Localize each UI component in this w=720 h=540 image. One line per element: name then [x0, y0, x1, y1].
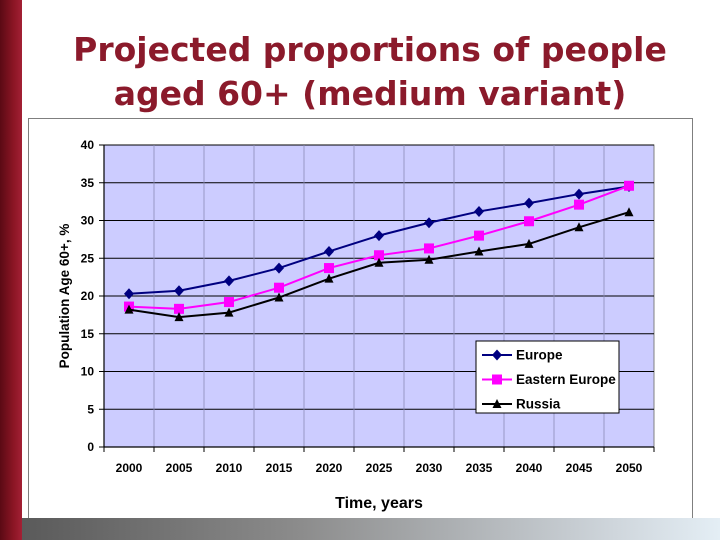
data-point-russia — [174, 312, 184, 322]
y-tick-label: 0 — [87, 440, 94, 454]
legend-label-russia: Russia — [516, 397, 561, 412]
slide-title-line1: Projected proportions of people — [73, 30, 667, 69]
series-russia — [124, 207, 634, 322]
bottom-accent-bar — [22, 518, 720, 540]
data-point-russia — [624, 207, 634, 217]
slide-title: Projected proportions of people aged 60+… — [40, 28, 700, 116]
x-tick-label-2000: 2000 — [116, 461, 143, 475]
data-point-europe — [124, 288, 134, 300]
y-axis-label: Population Age 60+, % — [57, 224, 72, 369]
data-point-eastern-europe — [424, 243, 434, 254]
data-point-eastern-europe — [174, 303, 184, 314]
data-point-europe — [174, 285, 184, 297]
y-tick-label: 20 — [81, 289, 95, 303]
y-tick-label: 35 — [81, 176, 95, 190]
data-point-russia — [324, 273, 334, 283]
data-point-russia — [224, 307, 234, 317]
legend-label-eastern-europe: Eastern Europe — [516, 372, 616, 387]
x-tick-label-2020: 2020 — [316, 461, 343, 475]
side-accent-bar — [0, 0, 22, 540]
data-point-russia — [274, 292, 284, 302]
y-tick-label: 10 — [81, 365, 95, 379]
x-tick-label-2050: 2050 — [616, 461, 643, 475]
data-point-europe — [524, 197, 534, 209]
data-point-europe — [424, 217, 434, 229]
x-axis-label: Time, years — [335, 495, 423, 512]
x-tick-label-2045: 2045 — [566, 461, 593, 475]
x-tick-label-2035: 2035 — [466, 461, 493, 475]
data-point-eastern-europe — [474, 230, 484, 241]
x-tick-label-2015: 2015 — [266, 461, 293, 475]
data-point-europe — [474, 205, 484, 217]
series-eastern-europe — [124, 180, 634, 314]
slide-title-line2: aged 60+ (medium variant) — [113, 74, 627, 113]
x-tick-label-2025: 2025 — [366, 461, 393, 475]
data-point-eastern-europe — [224, 297, 234, 308]
data-point-europe — [224, 275, 234, 287]
data-point-eastern-europe — [324, 263, 334, 274]
data-point-russia — [524, 238, 534, 248]
series-europe — [124, 181, 634, 300]
chart-legend: Europe Eastern Europe Russia — [475, 340, 620, 414]
x-tick-label-2005: 2005 — [166, 461, 193, 475]
data-point-eastern-europe — [624, 180, 634, 191]
data-point-europe — [274, 262, 284, 274]
y-tick-label: 15 — [81, 327, 95, 341]
data-point-eastern-europe — [524, 216, 534, 227]
legend-label-europe: Europe — [516, 348, 563, 363]
legend-marker-europe — [492, 349, 502, 361]
y-tick-label: 25 — [81, 251, 95, 265]
data-point-russia — [124, 304, 134, 314]
data-point-europe — [374, 230, 384, 242]
legend-marker-russia — [492, 399, 502, 408]
y-tick-label: 40 — [81, 138, 95, 152]
y-tick-label: 5 — [87, 402, 94, 416]
legend-marker-eastern-europe — [492, 374, 502, 385]
data-point-europe — [324, 245, 334, 257]
data-point-russia — [374, 257, 384, 267]
x-tick-label-2030: 2030 — [416, 461, 443, 475]
data-point-eastern-europe — [374, 250, 384, 261]
data-point-russia — [474, 246, 484, 256]
data-point-europe — [574, 188, 584, 200]
y-tick-label: 30 — [81, 214, 95, 228]
data-point-eastern-europe — [274, 282, 284, 293]
data-point-eastern-europe — [574, 199, 584, 210]
x-tick-label-2010: 2010 — [216, 461, 243, 475]
data-point-russia — [574, 222, 584, 232]
data-point-russia — [424, 254, 434, 264]
x-tick-label-2040: 2040 — [516, 461, 543, 475]
chart-frame: 0 5 10 15 20 25 30 35 40 2000 2005 2010 2015 2020 2025… — [28, 118, 693, 536]
